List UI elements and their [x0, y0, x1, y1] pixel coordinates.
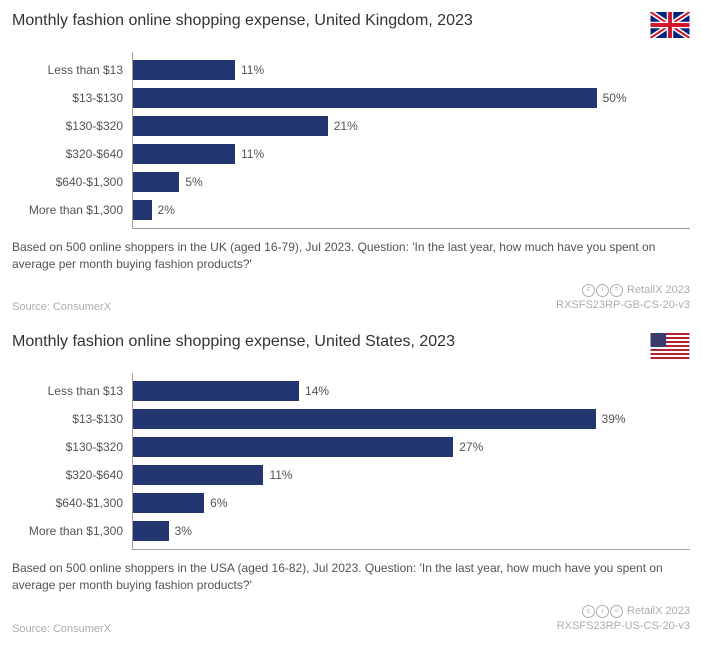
- bar-row: More than $1,300 3%: [133, 519, 690, 543]
- value-label: 3%: [175, 524, 192, 538]
- category-label: Less than $13: [13, 63, 131, 77]
- category-label: $640-$1,300: [13, 496, 131, 510]
- value-label: 14%: [305, 384, 329, 398]
- chart-code: RXSFS23RP-US-CS-20-v3: [557, 619, 690, 634]
- category-label: More than $1,300: [13, 524, 131, 538]
- bar-row: More than $1,300 2%: [133, 198, 690, 222]
- value-label: 50%: [603, 91, 627, 105]
- bar: [133, 465, 263, 485]
- category-label: $320-$640: [13, 147, 131, 161]
- category-label: $130-$320: [13, 440, 131, 454]
- uk-flag-icon: [650, 12, 690, 38]
- country-flag: [650, 333, 690, 359]
- bar-row: $640-$1,300 6%: [133, 491, 690, 515]
- bar: [133, 116, 328, 136]
- chart-panel-1: Monthly fashion online shopping expense,…: [12, 333, 690, 634]
- bar: [133, 60, 235, 80]
- bar: [133, 144, 235, 164]
- source-label: Source: ConsumerX: [12, 623, 111, 635]
- bar-row: $320-$640 11%: [133, 463, 690, 487]
- brand-label: RetailX 2023: [627, 604, 690, 619]
- bar-row: $13-$130 39%: [133, 407, 690, 431]
- value-label: 39%: [602, 412, 626, 426]
- category-label: $320-$640: [13, 468, 131, 482]
- chart-caption: Based on 500 online shoppers in the UK (…: [12, 239, 690, 273]
- category-label: $130-$320: [13, 119, 131, 133]
- panel-footer: Source: ConsumerX ci= RetailX 2023 RXSFS…: [12, 283, 690, 314]
- bar-row: Less than $13 11%: [133, 58, 690, 82]
- chart-caption: Based on 500 online shoppers in the USA …: [12, 560, 690, 594]
- chart-code: RXSFS23RP-GB-CS-20-v3: [556, 298, 690, 313]
- panel-title: Monthly fashion online shopping expense,…: [12, 333, 455, 351]
- country-flag: [650, 12, 690, 38]
- chart-panel-0: Monthly fashion online shopping expense,…: [12, 12, 690, 313]
- category-label: More than $1,300: [13, 203, 131, 217]
- chart: Less than $13 11% $13-$130 50% $130-$320…: [12, 52, 690, 229]
- bar: [133, 493, 204, 513]
- category-label: Less than $13: [13, 384, 131, 398]
- brand-label: RetailX 2023: [627, 283, 690, 298]
- bar-row: $130-$320 21%: [133, 114, 690, 138]
- category-label: $13-$130: [13, 412, 131, 426]
- value-label: 11%: [241, 63, 264, 77]
- bar-row: $130-$320 27%: [133, 435, 690, 459]
- value-label: 2%: [158, 203, 175, 217]
- source-label: Source: ConsumerX: [12, 301, 111, 313]
- panel-header: Monthly fashion online shopping expense,…: [12, 333, 690, 359]
- value-label: 21%: [334, 119, 358, 133]
- value-label: 27%: [459, 440, 483, 454]
- value-label: 11%: [241, 147, 264, 161]
- cc-icons: ci=: [582, 284, 623, 297]
- value-label: 6%: [210, 496, 227, 510]
- bar: [133, 200, 152, 220]
- attribution: ci= RetailX 2023 RXSFS23RP-GB-CS-20-v3: [556, 283, 690, 314]
- category-label: $13-$130: [13, 91, 131, 105]
- us-flag-icon: [650, 333, 690, 359]
- bar: [133, 88, 597, 108]
- bar: [133, 409, 596, 429]
- panel-title: Monthly fashion online shopping expense,…: [12, 12, 473, 30]
- chart: Less than $13 14% $13-$130 39% $130-$320…: [12, 373, 690, 550]
- value-label: 11%: [269, 468, 292, 482]
- bar: [133, 437, 453, 457]
- bar: [133, 172, 179, 192]
- cc-icons: ci=: [582, 605, 623, 618]
- value-label: 5%: [185, 175, 202, 189]
- bar-row: $13-$130 50%: [133, 86, 690, 110]
- bar-row: Less than $13 14%: [133, 379, 690, 403]
- panel-header: Monthly fashion online shopping expense,…: [12, 12, 690, 38]
- bar: [133, 521, 169, 541]
- bar: [133, 381, 299, 401]
- bar-row: $640-$1,300 5%: [133, 170, 690, 194]
- category-label: $640-$1,300: [13, 175, 131, 189]
- bar-row: $320-$640 11%: [133, 142, 690, 166]
